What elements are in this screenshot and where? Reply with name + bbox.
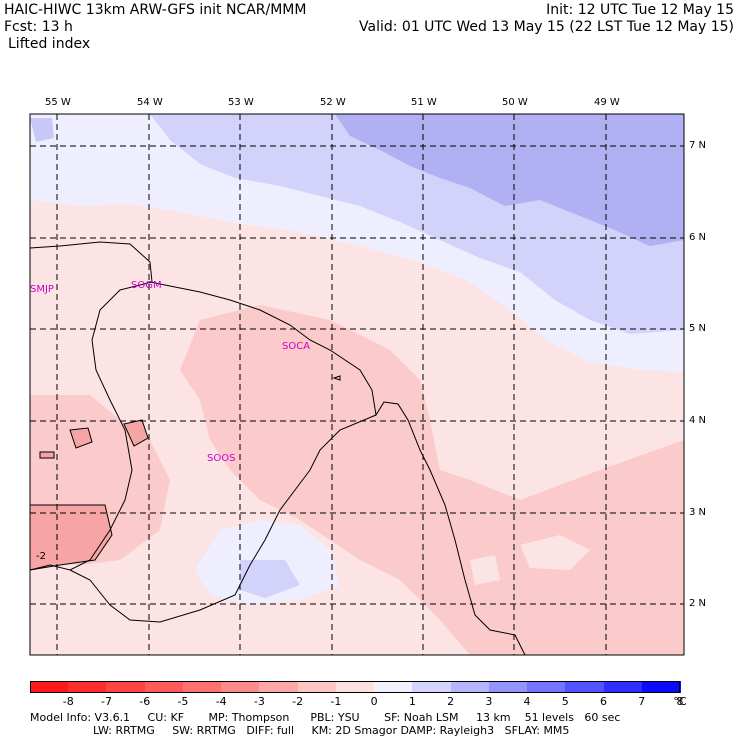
field-patch (30, 118, 54, 142)
border-suriname-west (30, 241, 153, 571)
field-positive-south-core (240, 560, 300, 598)
border-coast-east (149, 281, 526, 655)
colorbar-swatch (259, 681, 299, 693)
lon-label: 53 W (228, 97, 254, 108)
colorbar-swatch (144, 681, 184, 693)
colorbar-swatch (450, 681, 490, 693)
colorbar-tick-label: 3 (485, 695, 493, 708)
contour-line (332, 375, 341, 381)
field-name: Lifted index (8, 36, 91, 52)
lat-label: 4 N (689, 415, 707, 426)
forecast-hour: Fcst: 13 h (4, 19, 73, 35)
colorbar-swatch (641, 681, 681, 693)
contour-value-label: -2 (36, 551, 46, 562)
colorbar-tick-label: -8 (62, 695, 74, 708)
colorbar-swatch (182, 681, 222, 693)
lon-label: 49 W (594, 97, 620, 108)
field-two-to-three (335, 114, 684, 246)
colorbar-swatch (335, 681, 375, 693)
graticule (30, 114, 684, 655)
lat-label: 6 N (689, 232, 707, 243)
field-patch-dark (70, 428, 92, 448)
colorbar-swatch (30, 681, 69, 693)
contour-line (39, 451, 55, 459)
lon-label: 51 W (411, 97, 437, 108)
colorbar-tick-label: 1 (408, 695, 416, 708)
lon-label: 50 W (502, 97, 528, 108)
lat-label: 3 N (689, 507, 707, 518)
header-title: HAIC-HIWC 13km ARW-GFS init NCAR/MMM (4, 2, 307, 18)
colorbar-swatch (527, 681, 567, 693)
colorbar-tick-label: -4 (215, 695, 227, 708)
colorbar-swatch (412, 681, 452, 693)
colorbar-frame (30, 681, 680, 693)
field-spot (470, 555, 500, 585)
station-label-sogm: SOGM (131, 280, 162, 291)
station-label-soos: SOOS (207, 453, 236, 464)
colorbar-unit: °C (673, 695, 687, 708)
lat-label: 7 N (689, 140, 707, 151)
colorbar-swatch (68, 681, 108, 693)
colorbar-tick-label: -1 (330, 695, 342, 708)
border-south (69, 414, 377, 623)
map-frame (29, 113, 685, 656)
colorbar-tick-label: -5 (177, 695, 189, 708)
station-label-smjp: SMJP (30, 284, 54, 295)
field-minus-two-to-minus-three (30, 505, 112, 570)
lon-label: 54 W (137, 97, 163, 108)
colorbar-swatch (106, 681, 146, 693)
colorbar-swatch (297, 681, 337, 693)
colorbar-swatch (221, 681, 261, 693)
lat-label: 2 N (689, 598, 707, 609)
colorbar-swatch (565, 681, 605, 693)
lon-label: 55 W (45, 97, 71, 108)
colorbar-tick-label: 4 (523, 695, 531, 708)
colorbar-swatch (488, 681, 528, 693)
colorbar-tick-label: 7 (638, 695, 646, 708)
field-patch-dark (40, 452, 54, 458)
model-info-line2: LW: RRTMG SW: RRTMG DIFF: full KM: 2D Sm… (30, 724, 570, 737)
colorbar-tick-label: -7 (100, 695, 112, 708)
colorbar-tick-label: -6 (139, 695, 151, 708)
colorbar-tick-label: 5 (561, 695, 569, 708)
lon-label: 52 W (320, 97, 346, 108)
station-label-soca: SOCA (282, 341, 311, 352)
field-patch-dark (124, 420, 148, 446)
init-time: Init: 12 UTC Tue 12 May 15 (546, 2, 734, 18)
valid-time: Valid: 01 UTC Wed 13 May 15 (22 LST Tue … (359, 19, 734, 35)
colorbar-tick-label: -3 (253, 695, 265, 708)
colorbar-tick-label: 8 (676, 695, 684, 708)
colorbar-swatch (374, 681, 414, 693)
colorbar-tick-label: 0 (370, 695, 378, 708)
colorbar-tick-label: 6 (600, 695, 608, 708)
colorbar-swatch (603, 681, 643, 693)
colorbar-tick-label: 2 (447, 695, 455, 708)
field-spot (520, 535, 590, 570)
lat-label: 5 N (689, 323, 707, 334)
contour-line (69, 427, 93, 449)
model-info-line1: Model Info: V3.6.1 CU: KF MP: Thompson P… (30, 711, 621, 724)
colorbar-tick-label: -2 (292, 695, 304, 708)
